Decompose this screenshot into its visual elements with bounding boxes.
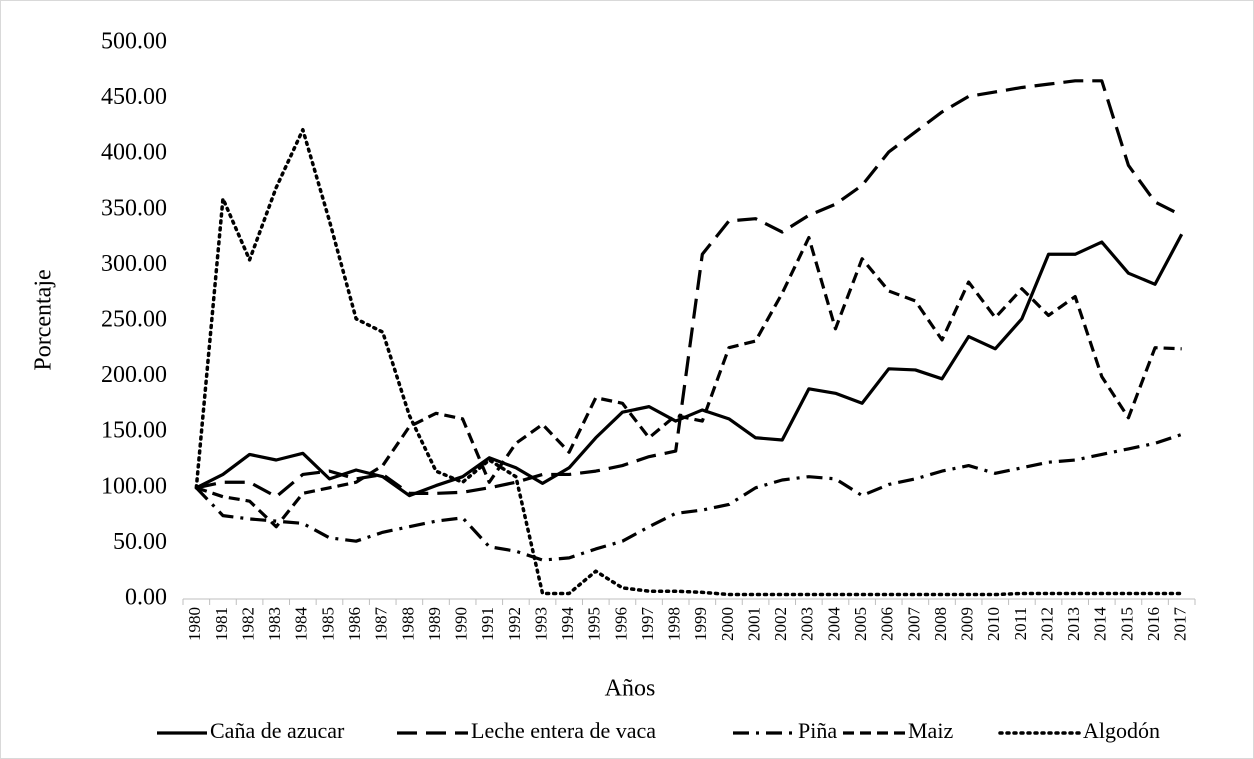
x-tick-label: 2014 (1091, 607, 1110, 642)
x-tick-label: 2012 (1037, 607, 1056, 641)
x-tick-label: 2011 (1011, 607, 1030, 640)
x-tick-label: 1999 (691, 607, 710, 641)
x-axis-title: Años (605, 676, 656, 702)
series-line (195, 432, 1183, 562)
x-tick-label: 1984 (292, 607, 311, 642)
x-tick-label: 2009 (958, 607, 977, 641)
x-tick-label: 1990 (452, 607, 471, 641)
x-tick-label: 1986 (345, 607, 364, 641)
legend-label: Piña (798, 718, 837, 743)
y-tick-label: 0.00 (125, 585, 167, 611)
y-tick-label: 50.00 (113, 529, 167, 555)
x-tick-label: 1985 (318, 607, 337, 641)
x-tick-label: 2013 (1064, 607, 1083, 641)
x-tick-label: 1994 (558, 607, 577, 642)
y-tick-label: 200.00 (101, 362, 167, 388)
x-tick-label: 2000 (718, 607, 737, 641)
x-tick-label: 1982 (238, 607, 257, 641)
y-tick-label: 100.00 (101, 473, 167, 499)
y-tick-label: 250.00 (101, 307, 167, 333)
series-line (195, 236, 1182, 529)
x-tick-label: 1998 (665, 607, 684, 641)
x-tick-label: 2017 (1171, 607, 1190, 642)
x-tick-label: 1991 (478, 607, 497, 641)
x-tick-label: 1980 (185, 607, 204, 641)
x-tick-label: 2015 (1117, 607, 1136, 641)
x-tick-label: 1987 (372, 607, 391, 642)
series-line (194, 127, 1184, 597)
y-axis-title: Porcentaje (31, 269, 57, 370)
x-tick-label: 2006 (878, 607, 897, 641)
legend-label: Caña de azucar (210, 718, 345, 743)
legend-label: Maiz (908, 718, 953, 743)
y-tick-label: 500.00 (101, 29, 167, 55)
y-tick-label: 450.00 (101, 84, 167, 110)
series-line (195, 233, 1184, 498)
legend-label: Leche entera de vaca (471, 718, 656, 743)
x-tick-label: 1996 (611, 607, 630, 641)
x-tick-label: 2001 (744, 607, 763, 641)
x-tick-label: 1983 (265, 607, 284, 641)
x-tick-label: 2010 (984, 607, 1003, 641)
legend-label: Algodón (1083, 718, 1160, 743)
x-tick-label: 2008 (931, 607, 950, 641)
x-tick-label: 2004 (824, 607, 843, 642)
x-tick-label: 1981 (212, 607, 231, 641)
x-tick-label: 2007 (904, 607, 923, 642)
x-tick-label: 1989 (425, 607, 444, 641)
x-tick-label: 2016 (1144, 607, 1163, 641)
x-tick-label: 2005 (851, 607, 870, 641)
x-tick-label: 1993 (531, 607, 550, 641)
x-tick-label: 1992 (505, 607, 524, 641)
x-tick-label: 2002 (771, 607, 790, 641)
y-tick-label: 150.00 (101, 418, 167, 444)
x-tick-label: 1997 (638, 607, 657, 642)
x-tick-label: 1995 (585, 607, 604, 641)
x-tick-label: 1988 (398, 607, 417, 641)
y-tick-label: 400.00 (101, 140, 167, 166)
y-tick-label: 350.00 (101, 195, 167, 221)
y-tick-label: 300.00 (101, 251, 167, 277)
x-tick-label: 2003 (798, 607, 817, 641)
